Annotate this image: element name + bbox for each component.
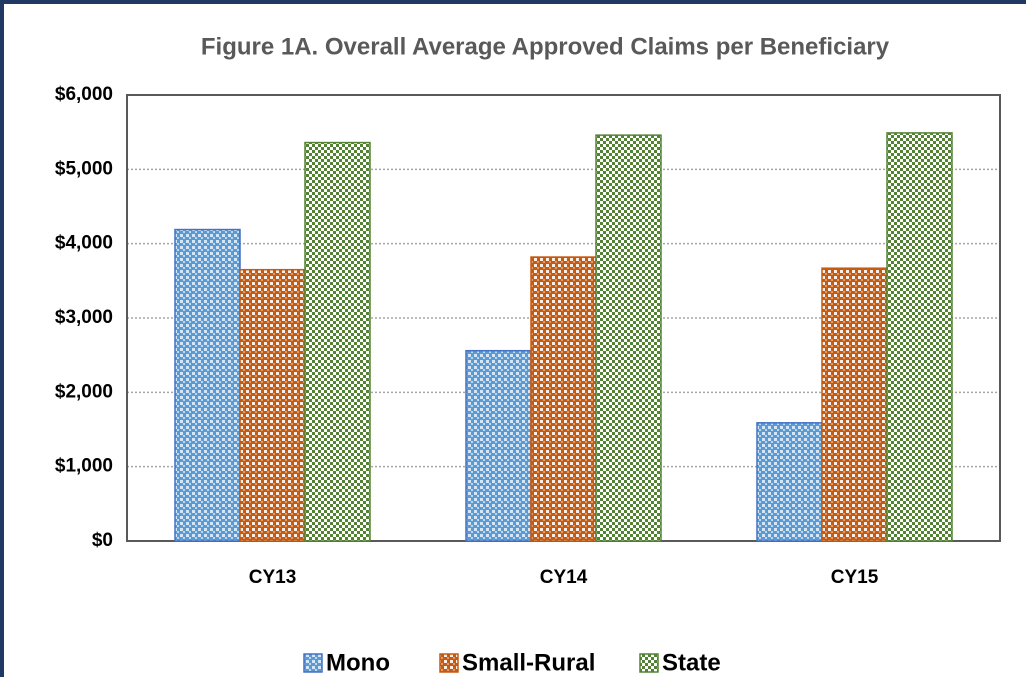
- y-tick-label: $5,000: [55, 158, 113, 179]
- y-tick-label: $0: [92, 530, 113, 551]
- y-tick-label: $2,000: [55, 381, 113, 402]
- y-tick-label: $6,000: [55, 84, 113, 105]
- x-tick-label: CY13: [249, 567, 297, 588]
- x-tick-label: CY15: [831, 567, 879, 588]
- y-tick-label: $4,000: [55, 233, 113, 254]
- legend-swatch: [303, 653, 323, 673]
- bar: [886, 132, 953, 542]
- bar: [239, 268, 306, 542]
- bar: [756, 422, 823, 542]
- bar: [595, 134, 662, 542]
- bar: [530, 256, 597, 542]
- bar: [304, 141, 371, 542]
- legend-swatch: [439, 653, 459, 673]
- legend-label: State: [662, 649, 721, 676]
- chart-title: Figure 1A. Overall Average Approved Clai…: [201, 33, 890, 60]
- x-tick-label: CY14: [540, 567, 588, 588]
- y-tick-label: $1,000: [55, 456, 113, 477]
- legend-swatch: [639, 653, 659, 673]
- y-tick-label: $3,000: [55, 307, 113, 328]
- bar: [465, 349, 532, 542]
- bar: [821, 267, 888, 542]
- bar: [174, 228, 241, 542]
- legend-label: Small-Rural: [462, 649, 595, 676]
- legend-label: Mono: [326, 649, 390, 676]
